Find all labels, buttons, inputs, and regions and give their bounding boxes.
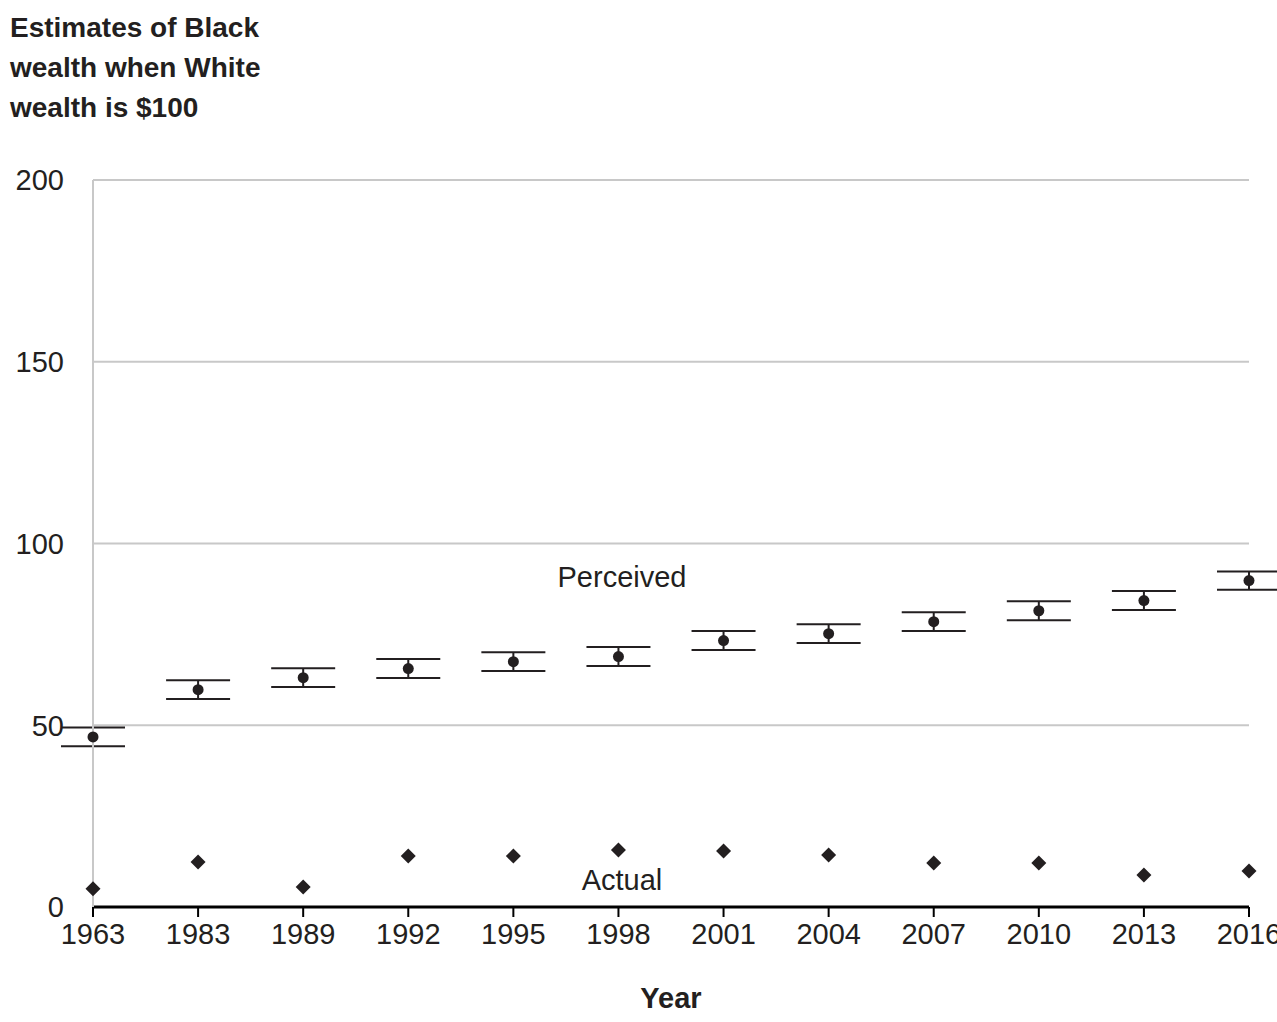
svg-text:1995: 1995	[481, 918, 546, 950]
svg-text:1989: 1989	[271, 918, 336, 950]
svg-text:1963: 1963	[61, 918, 126, 950]
svg-text:2004: 2004	[796, 918, 861, 950]
html-text:Estimates of Black wealth when: Estimates of Black wealth when White wea…	[10, 12, 261, 123]
svg-text:100: 100	[16, 528, 64, 560]
svg-text:2007: 2007	[901, 918, 966, 950]
svg-text:200: 200	[16, 164, 64, 196]
html-text:Perceived: Perceived	[557, 560, 687, 593]
svg-text:Year: Year	[640, 982, 701, 1014]
svg-text:150: 150	[16, 346, 64, 378]
svg-text:1983: 1983	[166, 918, 231, 950]
svg-text:2001: 2001	[691, 918, 756, 950]
svg-text:2010: 2010	[1007, 918, 1072, 950]
svg-text:1992: 1992	[376, 918, 441, 950]
svg-text:2013: 2013	[1112, 918, 1177, 950]
html-text:Actual: Actual	[581, 863, 663, 896]
svg-text:2016: 2016	[1217, 918, 1269, 950]
svg-text:0: 0	[48, 891, 64, 923]
svg-text:50: 50	[32, 710, 64, 742]
svg-text:1998: 1998	[586, 918, 651, 950]
